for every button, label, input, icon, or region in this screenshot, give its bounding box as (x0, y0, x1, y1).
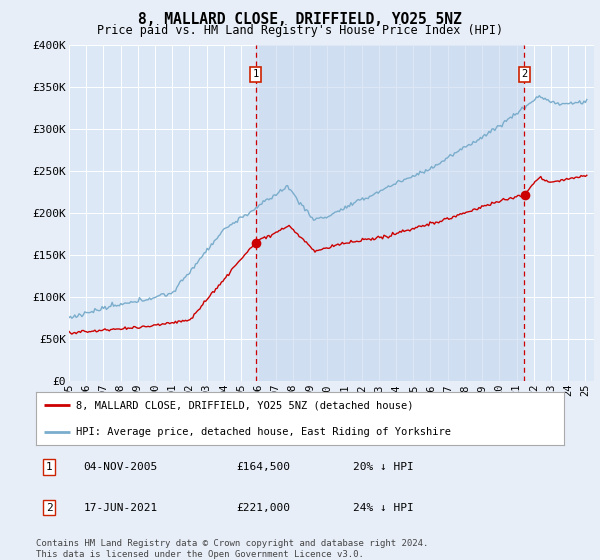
Text: £164,500: £164,500 (236, 462, 290, 472)
Text: HPI: Average price, detached house, East Riding of Yorkshire: HPI: Average price, detached house, East… (76, 427, 451, 437)
Bar (256, 45, 524, 381)
Text: 8, MALLARD CLOSE, DRIFFIELD, YO25 5NZ: 8, MALLARD CLOSE, DRIFFIELD, YO25 5NZ (138, 12, 462, 27)
Text: 8, MALLARD CLOSE, DRIFFIELD, YO25 5NZ (detached house): 8, MALLARD CLOSE, DRIFFIELD, YO25 5NZ (d… (76, 400, 413, 410)
Text: 04-NOV-2005: 04-NOV-2005 (83, 462, 158, 472)
Text: £221,000: £221,000 (236, 502, 290, 512)
Text: 2: 2 (46, 502, 53, 512)
Text: 2: 2 (521, 69, 527, 79)
Text: Price paid vs. HM Land Registry's House Price Index (HPI): Price paid vs. HM Land Registry's House … (97, 24, 503, 37)
Text: 17-JUN-2021: 17-JUN-2021 (83, 502, 158, 512)
Text: 1: 1 (46, 462, 53, 472)
Text: 1: 1 (253, 69, 259, 79)
Text: 20% ↓ HPI: 20% ↓ HPI (353, 462, 413, 472)
Text: Contains HM Land Registry data © Crown copyright and database right 2024.
This d: Contains HM Land Registry data © Crown c… (36, 539, 428, 559)
Text: 24% ↓ HPI: 24% ↓ HPI (353, 502, 413, 512)
